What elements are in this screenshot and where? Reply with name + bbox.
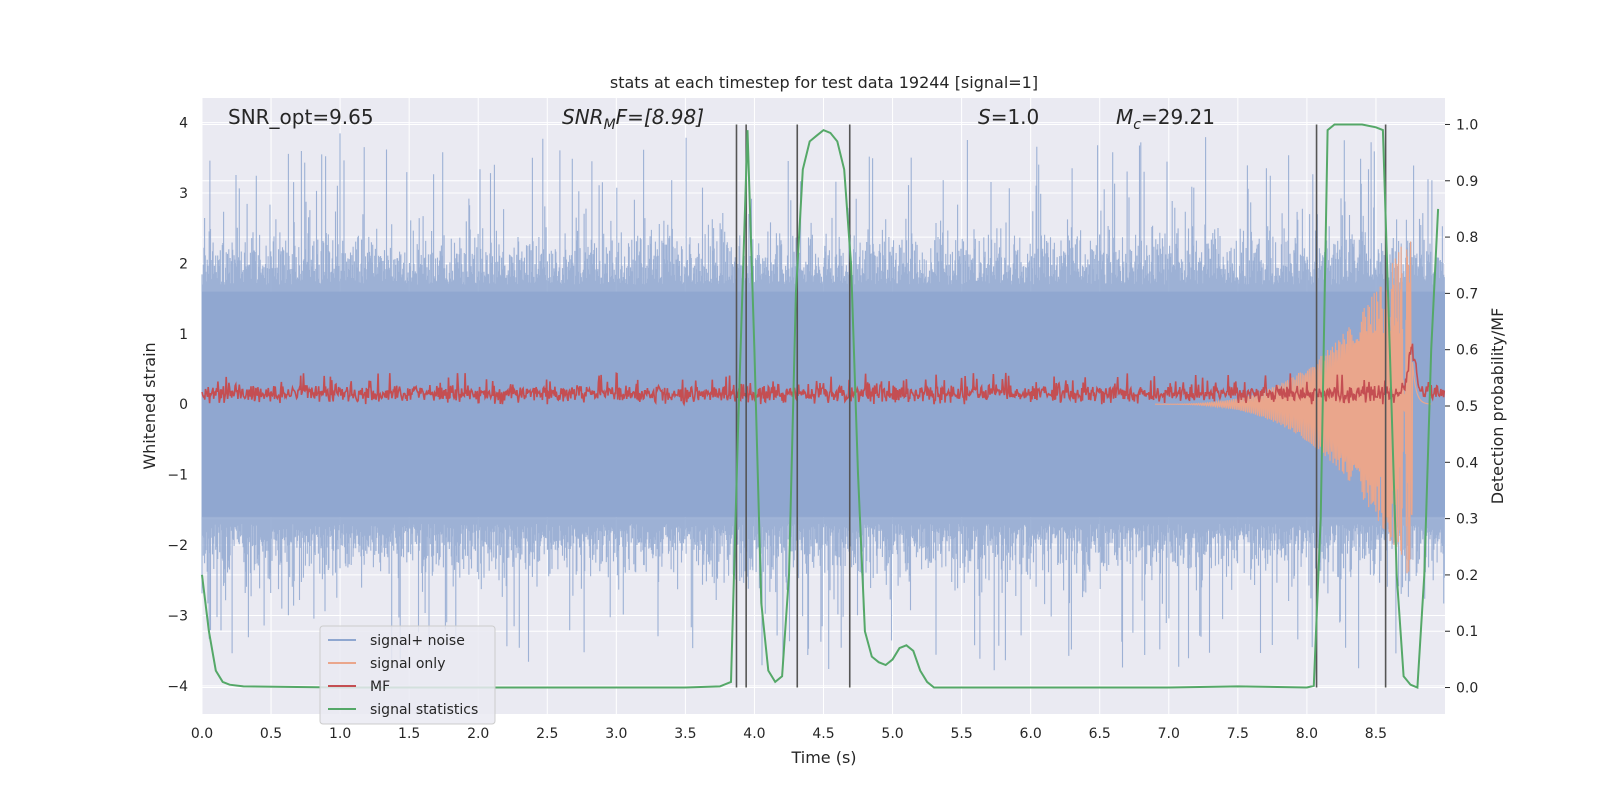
x-tick-label: 2.5 (536, 726, 558, 742)
legend: signal+ noise signal only MF signal stat… (319, 625, 496, 725)
x-tick-label: 7.5 (1227, 726, 1249, 742)
y-tick-label: 2 (179, 256, 188, 272)
y-tick-label: −3 (167, 608, 188, 624)
y-tick-label: 0 (179, 397, 188, 413)
x-tick-label: 5.0 (881, 726, 903, 742)
x-tick-label: 6.5 (1089, 726, 1111, 742)
x-tick-label: 5.5 (950, 726, 972, 742)
annotation-snr-mf: SNRMF=[8.98] (562, 105, 704, 133)
legend-label-signal-statistics: signal statistics (370, 702, 478, 718)
y-right-tick-label: 0.5 (1456, 399, 1478, 415)
series-mf (201, 343, 1446, 407)
annotation-mc-var: M (1116, 105, 1133, 129)
y-tick-label: −4 (167, 679, 188, 695)
x-tick-label: 1.0 (329, 726, 351, 742)
x-tick-label: 3.5 (674, 726, 696, 742)
annotation-mc-rest: =29.21 (1141, 105, 1215, 129)
mf-line (201, 343, 1446, 407)
annotation-s-var: S (978, 105, 991, 129)
y-right-tick-label: 0.1 (1456, 624, 1478, 640)
y-right-tick-label: 0.2 (1456, 568, 1478, 584)
signal-statistics-line (201, 123, 1440, 689)
annotation-snr-mf-sub: M (604, 117, 616, 133)
x-tick-label: 3.0 (605, 726, 627, 742)
x-tick-label: 0.5 (260, 726, 282, 742)
x-tick-label: 4.0 (743, 726, 765, 742)
x-tick-label: 0.0 (191, 726, 213, 742)
annotation-snr-mf-base: SNR (562, 105, 604, 129)
annotation-mc: Mc=29.21 (1116, 105, 1215, 133)
legend-label-mf: MF (370, 679, 390, 695)
y-tick-label: 4 (179, 116, 188, 132)
y-tick-label: 1 (179, 327, 188, 343)
annotation-snr-mf-rest: F=[8.98] (616, 105, 704, 129)
annotation-s-rest: =1.0 (991, 105, 1040, 129)
y-tick-label: −2 (167, 538, 188, 554)
y-right-tick-label: 0.9 (1456, 174, 1478, 190)
annotation-s: S=1.0 (978, 105, 1039, 129)
annotation-snr-opt: SNR_opt=9.65 (228, 105, 374, 129)
y-right-tick-label: 0.0 (1456, 681, 1478, 697)
x-tick-label: 8.5 (1365, 726, 1387, 742)
x-tick-label: 2.0 (467, 726, 489, 742)
y-tick-label: 3 (179, 186, 188, 202)
legend-box (319, 625, 496, 725)
series-signal-statistics (201, 123, 1440, 689)
y-axis-ticks: 4 3 2 1 0 −1 −2 −3 −4 (167, 116, 188, 695)
x-axis-ticks: 0.0 0.5 1.0 1.5 2.0 2.5 3.0 3.5 4.0 4.5 5.0 5.5 6.0 6… (191, 726, 1387, 742)
y-right-tick-label: 0.6 (1456, 343, 1478, 359)
x-tick-label: 6.0 (1020, 726, 1042, 742)
y-right-tick-label: 0.4 (1456, 455, 1478, 471)
legend-label-signal-only: signal only (370, 656, 445, 672)
y-right-axis-label: Detection probability/MF (1488, 308, 1507, 505)
legend-label-signal-plus-noise: signal+ noise (370, 633, 465, 649)
x-tick-label: 1.5 (398, 726, 420, 742)
y-right-tick-label: 0.7 (1456, 286, 1478, 302)
y-right-tick-label: 0.8 (1456, 230, 1478, 246)
x-tick-label: 8.0 (1296, 726, 1318, 742)
y-right-tick-label: 1.0 (1456, 117, 1478, 133)
y-tick-label: −1 (167, 468, 188, 484)
y-right-tick-label: 0.3 (1456, 512, 1478, 528)
chart-title: stats at each timestep for test data 192… (610, 73, 1038, 92)
y-axis-label: Whitened strain (140, 342, 159, 469)
annotation-mc-sub: c (1133, 117, 1141, 133)
x-tick-label: 7.0 (1158, 726, 1180, 742)
x-axis-label: Time (s) (790, 748, 856, 767)
y-right-axis-ticks: 1.0 0.9 0.8 0.7 0.6 0.5 0.4 0.3 0.2 0.1 0.0 (1445, 117, 1478, 697)
x-tick-label: 4.5 (812, 726, 834, 742)
